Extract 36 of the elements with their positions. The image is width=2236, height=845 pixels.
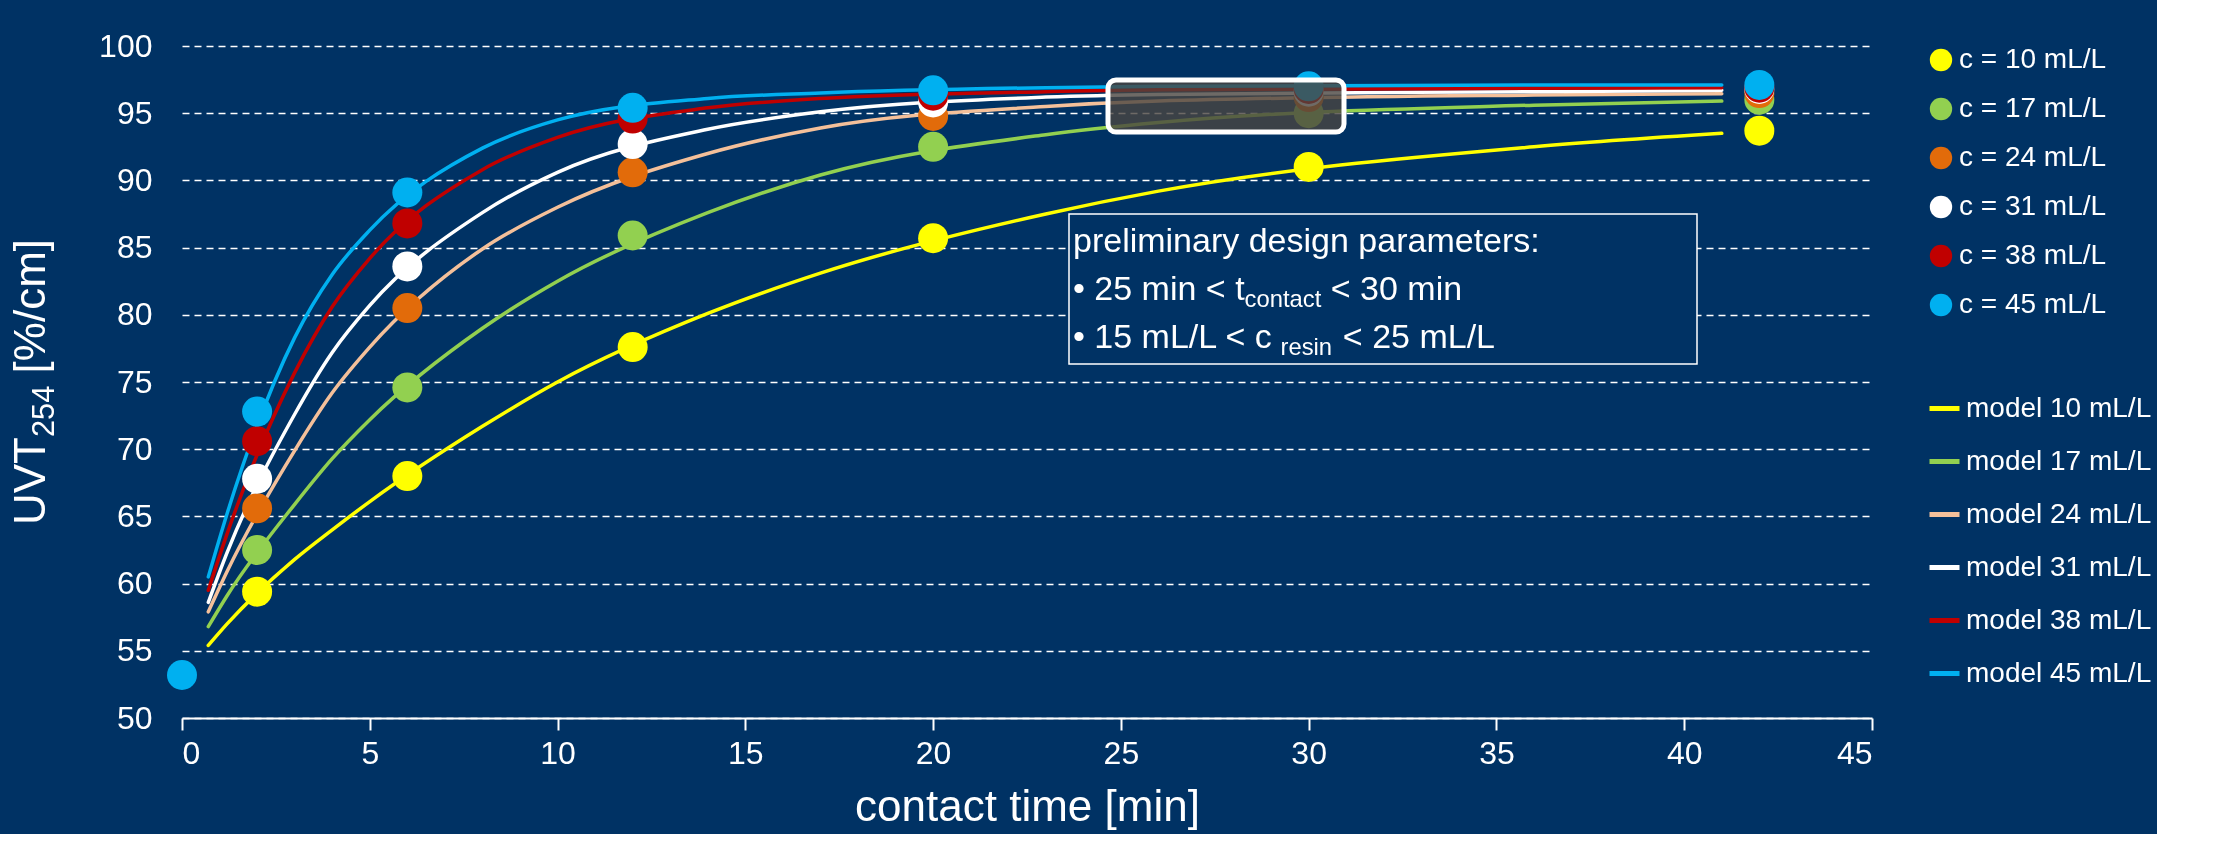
x-tick-label: 25 xyxy=(1103,734,1140,771)
x-tick-label: 30 xyxy=(1291,734,1327,771)
legend-label: c = 31 mL/L xyxy=(1959,190,2107,221)
y-tick-label: 95 xyxy=(116,94,153,131)
legend-label: model 10 mL/L xyxy=(1966,391,2152,423)
y-tick-label: 75 xyxy=(116,363,153,400)
legend-label: model 17 mL/L xyxy=(1966,444,2152,476)
legend-label: model 38 mL/L xyxy=(1966,603,2152,635)
y-tick-label: 90 xyxy=(116,161,153,198)
x-tick-label: 15 xyxy=(728,734,764,771)
y-tick-label: 85 xyxy=(116,229,153,266)
y-tick-label: 55 xyxy=(116,632,153,669)
legend-label: model 31 mL/L xyxy=(1966,550,2152,582)
legend-label: model 24 mL/L xyxy=(1966,497,2152,529)
y-tick-label: 100 xyxy=(99,27,153,64)
x-tick-label: 20 xyxy=(915,734,952,771)
x-tick-label: 35 xyxy=(1479,734,1515,771)
legend-label: c = 10 mL/L xyxy=(1959,43,2107,74)
y-tick-label: 80 xyxy=(116,296,153,333)
legend-label: c = 17 mL/L xyxy=(1959,92,2107,123)
y-axis-title: UVT254 [%/cm] xyxy=(5,238,62,526)
x-tick-label: 40 xyxy=(1666,734,1703,771)
legend-label: model 45 mL/L xyxy=(1966,656,2152,688)
x-tick-label: 0 xyxy=(182,734,201,771)
legend-label: c = 24 mL/L xyxy=(1959,141,2107,172)
legend-label: c = 38 mL/L xyxy=(1959,239,2107,270)
x-axis-title: contact time [min] xyxy=(855,780,1200,830)
y-tick-label: 65 xyxy=(116,497,153,534)
y-tick-label: 60 xyxy=(116,565,153,602)
y-tick-label: 50 xyxy=(116,699,153,736)
x-tick-label: 10 xyxy=(540,734,576,771)
x-tick-label: 5 xyxy=(361,734,380,771)
y-tick-label: 70 xyxy=(116,430,153,467)
annotation: preliminary design parameters: xyxy=(1073,221,1540,259)
x-tick-label: 45 xyxy=(1836,734,1873,771)
legend-label: c = 45 mL/L xyxy=(1959,288,2107,319)
